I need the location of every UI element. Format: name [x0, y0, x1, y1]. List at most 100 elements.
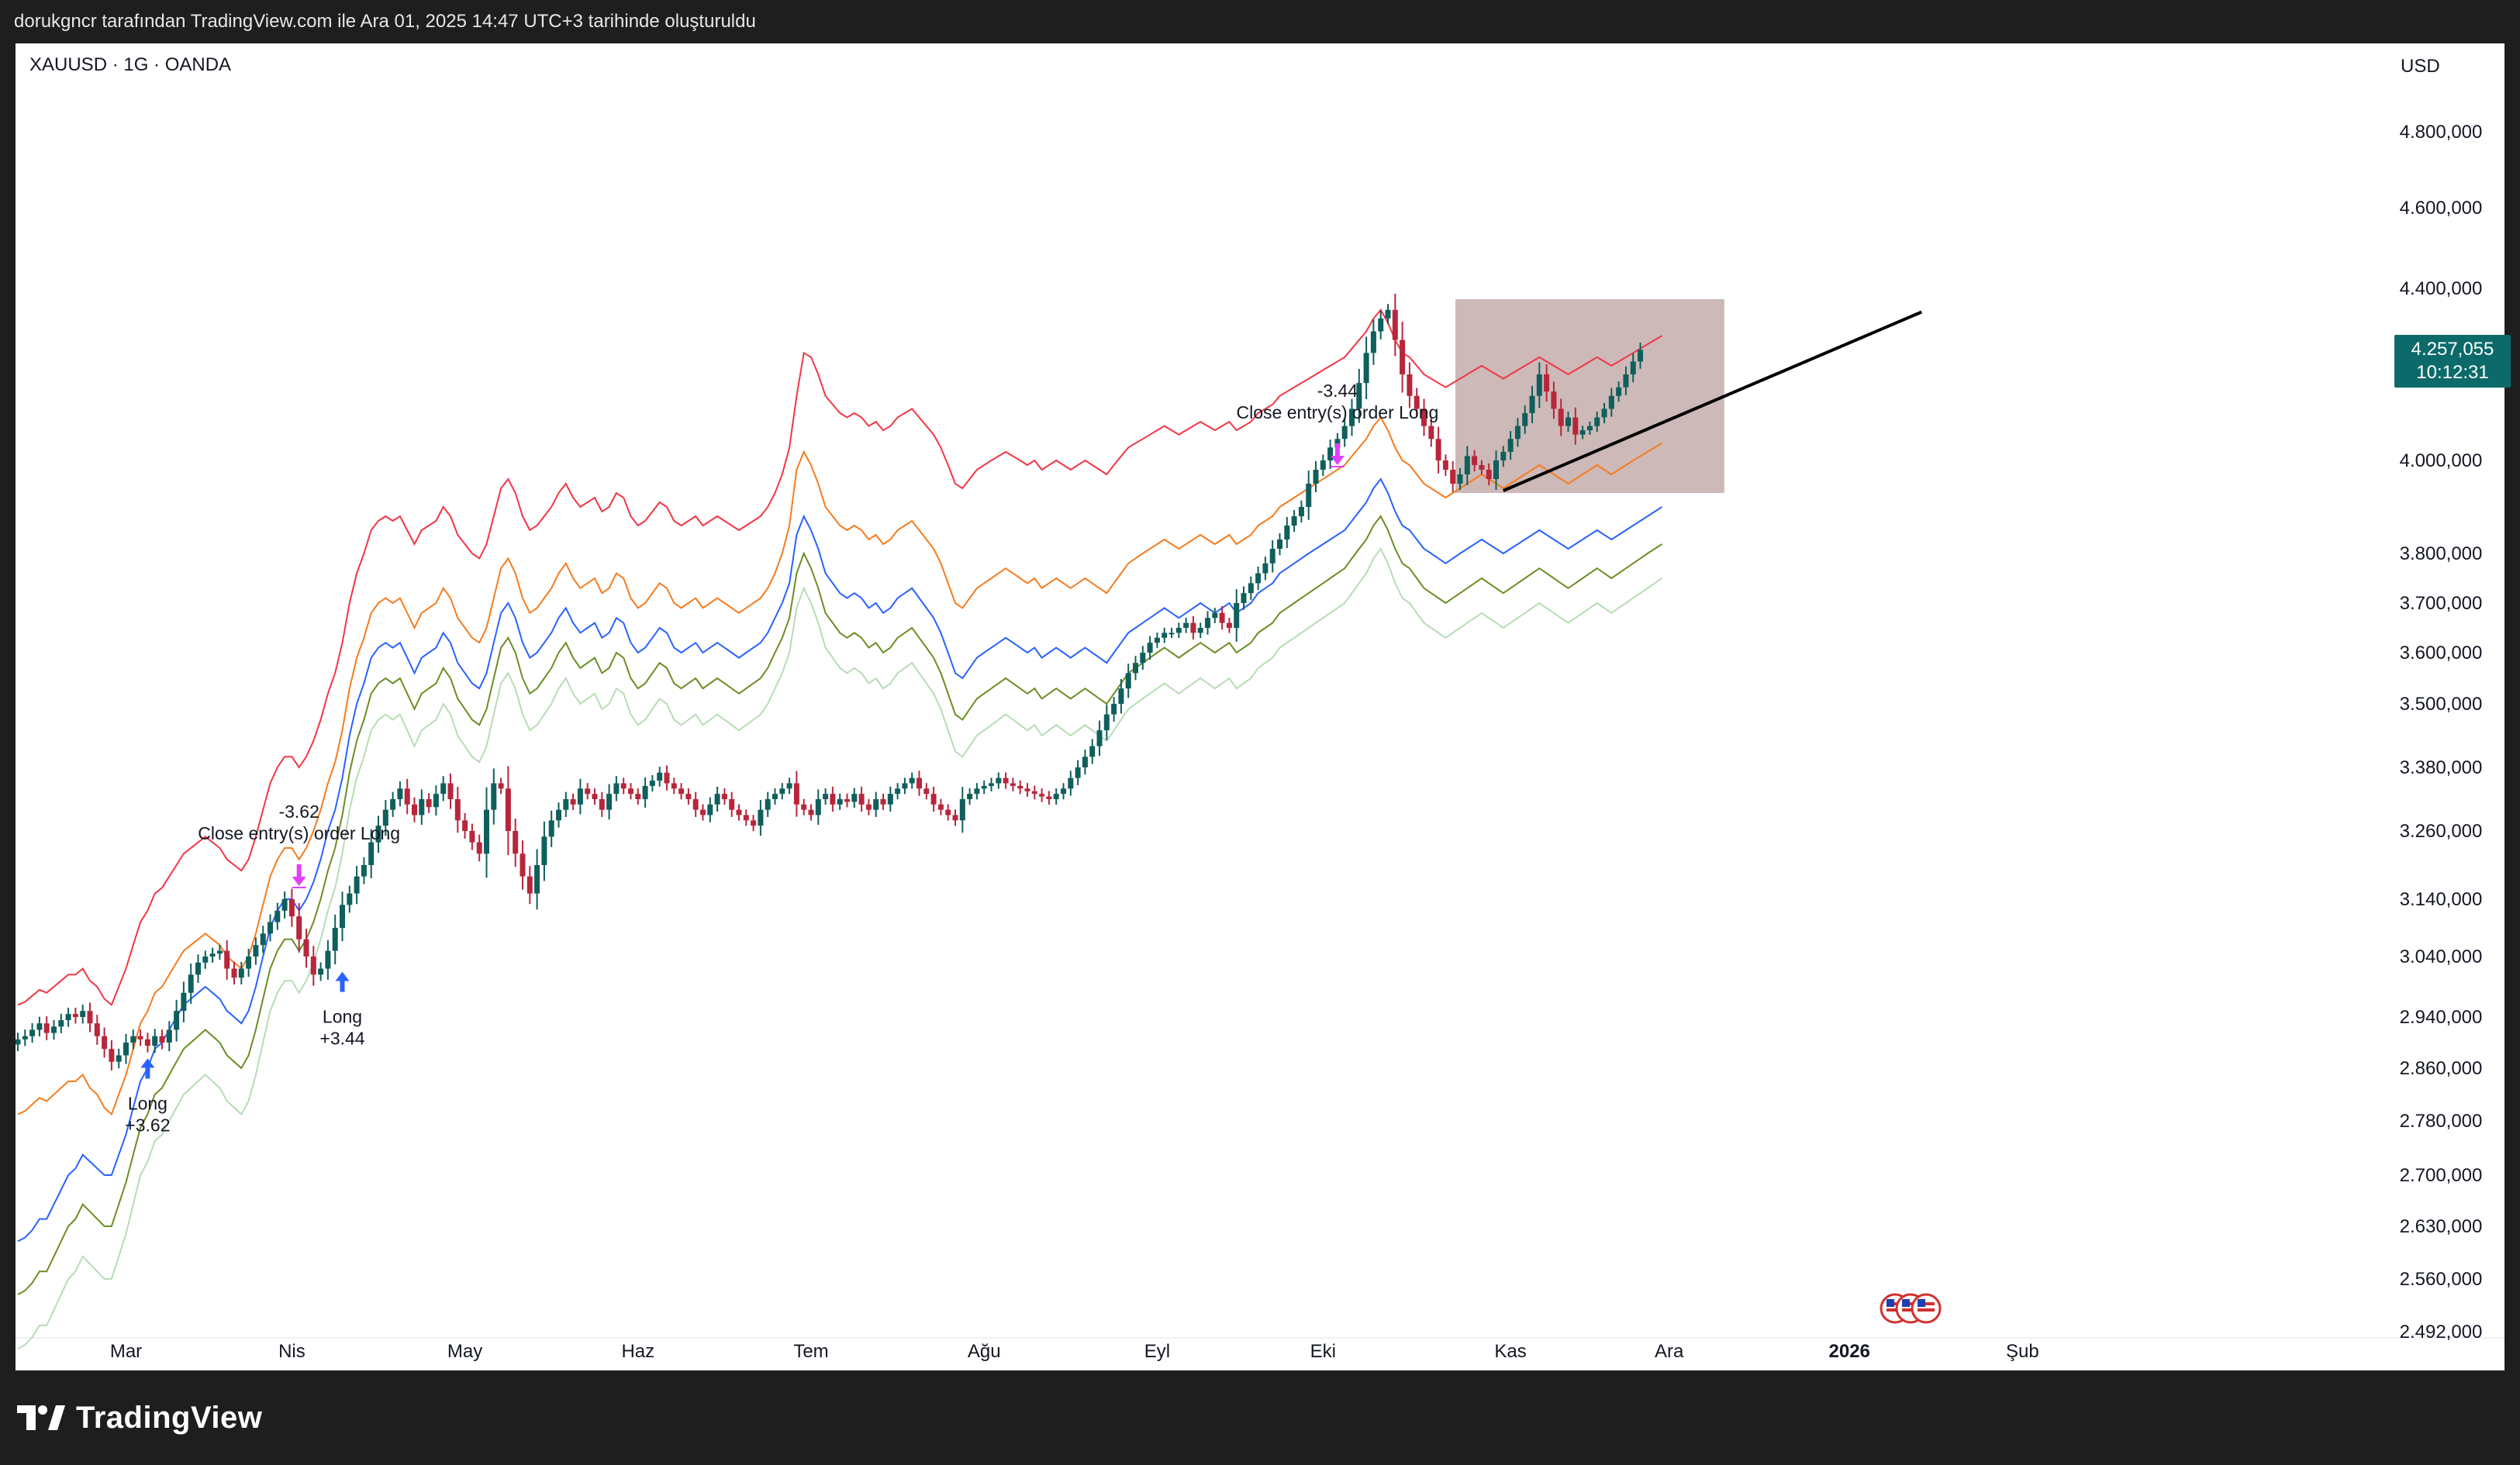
candle-body — [1428, 426, 1434, 440]
candle-body — [484, 809, 489, 854]
candle-body — [1507, 439, 1514, 452]
candle-body — [1572, 417, 1579, 435]
trade-label: Long — [128, 1094, 167, 1114]
candle-body — [130, 1036, 136, 1043]
trade-value: +3.44 — [319, 1029, 364, 1049]
candle-body — [700, 809, 706, 815]
range-box[interactable] — [1455, 298, 1724, 493]
candle-body — [743, 815, 749, 821]
candle-body — [440, 783, 447, 795]
candle-body — [1320, 460, 1326, 470]
candle-body — [1370, 331, 1376, 353]
candle-body — [397, 788, 403, 799]
candle-body — [1255, 573, 1262, 584]
candle-body — [548, 820, 554, 837]
candle-body — [1551, 391, 1557, 409]
economic-events[interactable] — [1880, 1293, 1942, 1324]
candle-body — [729, 799, 735, 810]
candle-body — [181, 992, 187, 1012]
candle-body — [585, 788, 591, 795]
trade-value: -3.44 — [1317, 381, 1358, 401]
candle-body — [895, 788, 901, 795]
candle-body — [1579, 430, 1586, 435]
candle-body — [1435, 439, 1441, 460]
candle-body — [116, 1055, 122, 1062]
candle-body — [1162, 633, 1168, 638]
candle-body — [102, 1036, 108, 1050]
candle-body — [1472, 456, 1478, 465]
candle-body — [765, 799, 771, 810]
candle-body — [1616, 387, 1622, 396]
x-tick-label: Eyl — [1144, 1341, 1170, 1362]
candle-body — [902, 783, 908, 789]
candle-body — [1421, 408, 1427, 426]
y-tick-label: 3.380,000 — [2400, 757, 2483, 778]
x-tick-label: Mar — [110, 1341, 142, 1362]
candle-body — [1349, 408, 1355, 426]
candle-body — [1154, 637, 1160, 643]
y-tick-label: 3.140,000 — [2400, 889, 2483, 910]
candle-body — [786, 783, 792, 789]
trade-label: Close entry(s) order Long — [198, 823, 400, 843]
candle-body — [1197, 628, 1203, 633]
candle-body — [1284, 526, 1290, 539]
candle-body — [1183, 622, 1189, 628]
candle-body — [751, 820, 757, 826]
candle-body — [685, 794, 692, 799]
candle-body — [1096, 730, 1103, 746]
candle-body — [1536, 374, 1542, 396]
candle-body — [1313, 470, 1319, 484]
candle-body — [1327, 447, 1334, 460]
candle-body — [865, 804, 872, 810]
candle-body — [1298, 507, 1304, 516]
candle-body — [58, 1020, 64, 1027]
candle-body — [1169, 633, 1175, 635]
band-line-2 — [17, 415, 1662, 1116]
y-tick-label: 2.560,000 — [2400, 1269, 2483, 1290]
candle-body — [340, 905, 345, 928]
candle-body — [1594, 417, 1600, 426]
candle-body — [830, 794, 836, 805]
candle-body — [577, 788, 583, 805]
y-tick-label: 3.260,000 — [2400, 821, 2483, 842]
candle-body — [65, 1014, 71, 1021]
candle-body — [887, 794, 893, 805]
candle-body — [909, 777, 915, 784]
candle-body — [526, 876, 533, 894]
candle-body — [1125, 673, 1131, 689]
x-tick-label: Ağu — [968, 1341, 1001, 1362]
chart-area[interactable]: Long +3.62 Close entry(s) order Long -3.62 L… — [16, 43, 2511, 1370]
flag-stripe — [1887, 1302, 1904, 1305]
currency-label[interactable]: USD — [2401, 56, 2440, 77]
candle-body — [159, 1036, 165, 1043]
candle-body — [635, 794, 641, 799]
candle-body — [1089, 746, 1096, 757]
candle-body — [873, 799, 879, 810]
tradingview-logo-icon — [17, 1405, 65, 1430]
candle-body — [288, 899, 295, 917]
candle-body — [815, 799, 821, 815]
candle-body — [195, 962, 201, 975]
candle-body — [801, 804, 807, 810]
flag-canton — [1887, 1299, 1894, 1307]
candle-body — [1212, 612, 1218, 619]
trendline[interactable] — [1503, 310, 1922, 492]
candle-body — [1248, 583, 1254, 594]
y-tick-label: 3.040,000 — [2400, 946, 2483, 967]
candle-body — [87, 1011, 93, 1024]
y-tick-label: 3.700,000 — [2400, 593, 2483, 614]
candle-body — [974, 788, 980, 795]
candle-body — [260, 933, 266, 946]
symbol-label[interactable]: XAUUSD · 1G · OANDA — [29, 54, 232, 75]
x-tick-label: Ara — [1655, 1341, 1684, 1362]
candle-body — [1046, 796, 1052, 799]
candle-body — [16, 1039, 21, 1045]
candle-body — [628, 788, 633, 795]
candle-body — [238, 968, 244, 978]
flag-stripe — [1887, 1308, 1904, 1312]
candle-body — [996, 777, 1002, 784]
candle-body — [1414, 395, 1420, 409]
candle-body — [22, 1036, 28, 1039]
x-tick-label: 2026 — [1829, 1341, 1870, 1362]
